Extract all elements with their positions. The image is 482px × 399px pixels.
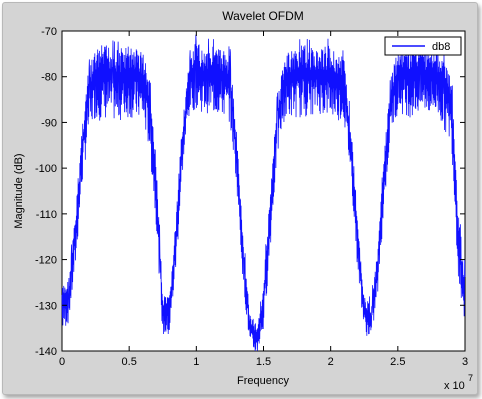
legend: db8 xyxy=(384,36,462,56)
y-tick-label: -90 xyxy=(41,117,57,129)
y-tick-label: -70 xyxy=(41,26,57,38)
x-tick-label: 0 xyxy=(59,356,65,368)
x-tick-label: 1 xyxy=(193,356,199,368)
x-multiplier-base: x 10 xyxy=(444,380,465,392)
x-axis-label: Frequency xyxy=(237,375,289,387)
legend-label-db8: db8 xyxy=(432,41,450,53)
x-tick-label: 3 xyxy=(462,356,468,368)
y-tick-label: -120 xyxy=(35,255,57,267)
y-tick-label: -80 xyxy=(41,72,57,84)
x-multiplier: x 10 7 xyxy=(444,373,473,392)
x-multiplier-exponent: 7 xyxy=(468,373,473,383)
chart-title: Wavelet OFDM xyxy=(222,9,304,23)
x-tick-label: 2.5 xyxy=(390,356,405,368)
y-tick-label: -130 xyxy=(35,300,57,312)
y-axis-label: Magnitude (dB) xyxy=(13,153,25,228)
y-tick-label: -110 xyxy=(36,209,57,221)
x-tick-label: 1.5 xyxy=(256,356,271,368)
x-tick-label: 0.5 xyxy=(122,356,137,368)
series-layer xyxy=(61,34,466,352)
x-tick-label: 2 xyxy=(328,356,334,368)
series-line-db8 xyxy=(61,34,466,352)
ticks-layer: 0 0.5 1 1.5 2 2.5 3 -140 -130 -120 -110 -100 -90 -80 -… xyxy=(35,26,468,368)
y-tick-label: -100 xyxy=(35,163,57,175)
y-tick-label: -140 xyxy=(35,346,57,358)
